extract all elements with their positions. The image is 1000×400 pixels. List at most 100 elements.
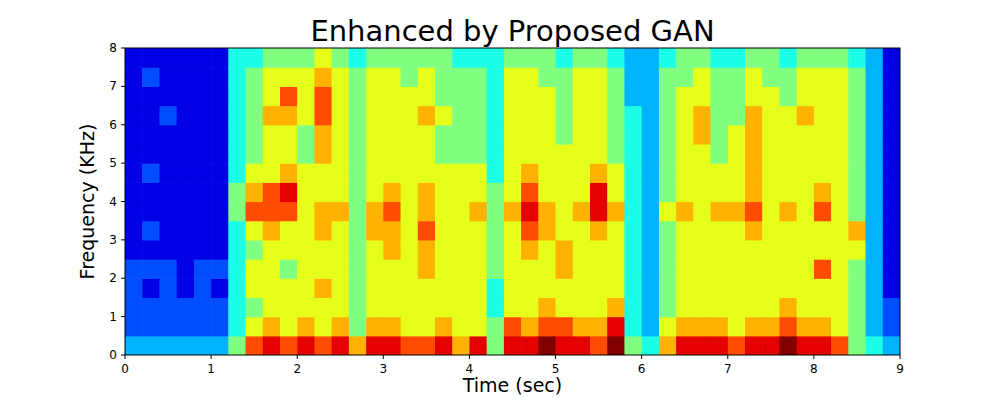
- cell: [452, 278, 470, 298]
- cell: [246, 259, 264, 279]
- cell: [452, 240, 470, 260]
- cell: [866, 240, 884, 260]
- cell: [659, 221, 677, 241]
- cell: [728, 144, 746, 164]
- cell: [556, 259, 574, 279]
- cell: [711, 182, 729, 202]
- cell: [487, 278, 505, 298]
- cell: [349, 67, 367, 87]
- cell: [745, 278, 763, 298]
- cell: [538, 240, 556, 260]
- cell: [228, 221, 246, 241]
- cell: [228, 48, 246, 68]
- cell: [401, 278, 419, 298]
- cell: [263, 297, 281, 317]
- cell: [314, 202, 332, 222]
- cell: [521, 297, 539, 317]
- cell: [314, 221, 332, 241]
- cell: [831, 144, 849, 164]
- cell: [125, 202, 143, 222]
- cell: [280, 259, 298, 279]
- cell: [797, 125, 815, 145]
- cell: [831, 259, 849, 279]
- cell: [711, 144, 729, 164]
- cell: [401, 163, 419, 183]
- cell: [693, 297, 711, 317]
- cell: [297, 221, 315, 241]
- cell: [762, 221, 780, 241]
- cell: [280, 144, 298, 164]
- cell: [228, 86, 246, 106]
- cell: [676, 106, 694, 126]
- cell: [211, 259, 229, 279]
- cell: [883, 336, 900, 355]
- cell: [848, 163, 866, 183]
- cell: [194, 163, 212, 183]
- cell: [728, 336, 746, 355]
- cell: [487, 67, 505, 87]
- cell: [159, 67, 177, 87]
- cell: [848, 125, 866, 145]
- cell: [194, 67, 212, 87]
- cell: [814, 259, 832, 279]
- cell: [401, 202, 419, 222]
- cell: [573, 240, 591, 260]
- cell: [159, 144, 177, 164]
- cell: [590, 125, 608, 145]
- cell: [814, 163, 832, 183]
- cell: [194, 202, 212, 222]
- cell: [779, 240, 797, 260]
- cell: [607, 67, 625, 87]
- cell: [383, 221, 401, 241]
- cell: [745, 202, 763, 222]
- cell: [797, 317, 815, 337]
- cell: [504, 240, 522, 260]
- cell: [590, 240, 608, 260]
- cell: [452, 86, 470, 106]
- cell: [573, 202, 591, 222]
- cell: [194, 317, 212, 337]
- cell: [590, 317, 608, 337]
- cell: [521, 221, 539, 241]
- cell: [590, 278, 608, 298]
- cell: [711, 67, 729, 87]
- cell: [194, 125, 212, 145]
- y-tick: [121, 316, 125, 317]
- cell: [314, 259, 332, 279]
- cell: [745, 336, 763, 355]
- cell: [177, 48, 195, 68]
- cell: [142, 106, 160, 126]
- cell: [831, 240, 849, 260]
- cell: [711, 221, 729, 241]
- cell: [349, 317, 367, 337]
- cell: [297, 125, 315, 145]
- cell: [401, 221, 419, 241]
- cell: [246, 317, 264, 337]
- cell: [418, 240, 436, 260]
- cell: [504, 202, 522, 222]
- cell: [366, 336, 384, 355]
- cell: [504, 67, 522, 87]
- cell: [125, 317, 143, 337]
- cell: [246, 182, 264, 202]
- cell: [659, 125, 677, 145]
- cell: [624, 278, 642, 298]
- cell: [332, 106, 350, 126]
- cell: [366, 48, 384, 68]
- cell: [797, 67, 815, 87]
- cell: [573, 259, 591, 279]
- cell: [762, 144, 780, 164]
- cell: [469, 336, 487, 355]
- cell: [659, 297, 677, 317]
- cell: [487, 144, 505, 164]
- cell: [659, 48, 677, 68]
- cell: [383, 106, 401, 126]
- cell: [607, 144, 625, 164]
- cell: [211, 317, 229, 337]
- cell: [745, 240, 763, 260]
- cell: [504, 86, 522, 106]
- cell: [194, 221, 212, 241]
- cell: [401, 297, 419, 317]
- cell: [504, 317, 522, 337]
- cell: [142, 48, 160, 68]
